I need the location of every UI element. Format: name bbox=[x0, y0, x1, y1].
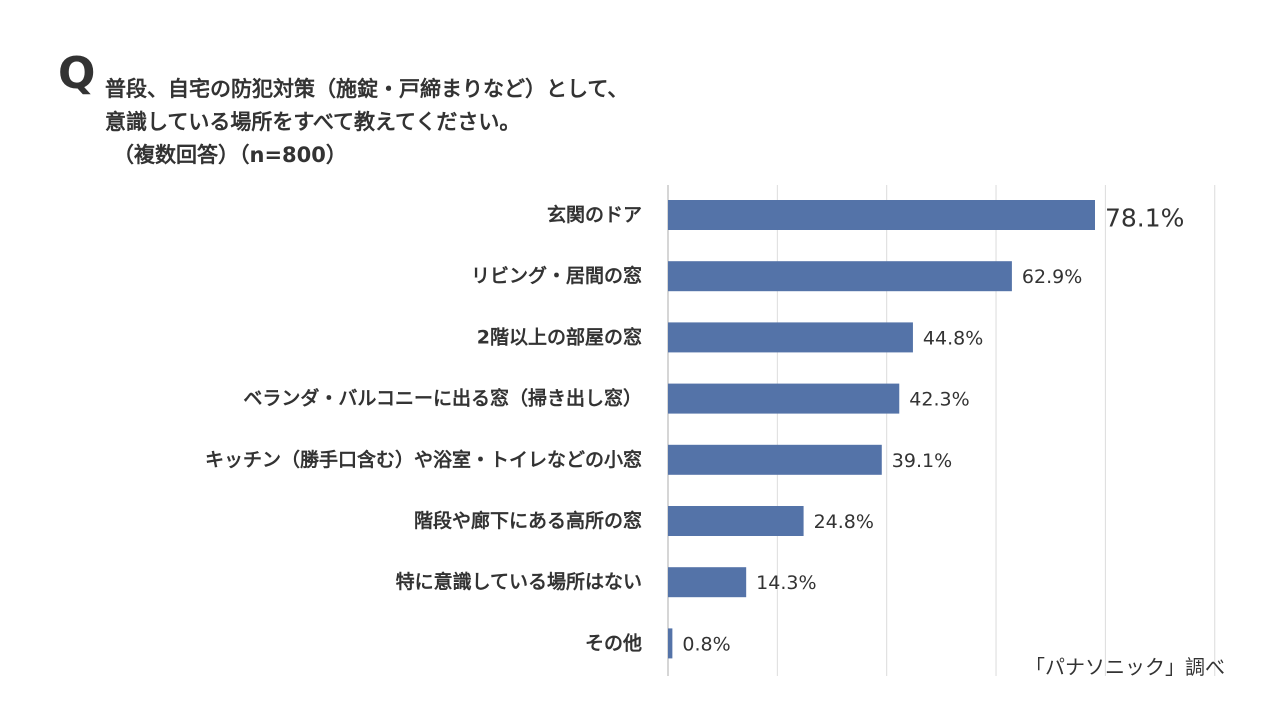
category-label: 玄関のドア bbox=[547, 203, 642, 226]
bar bbox=[668, 506, 804, 536]
bar bbox=[668, 322, 913, 353]
category-label: キッチン（勝手口含む）や浴室・トイレなどの小窓 bbox=[205, 448, 642, 471]
value-label: 24.8% bbox=[814, 511, 874, 533]
question-line-1: 普段、自宅の防犯対策（施錠・戸締まりなど）として、 bbox=[105, 77, 629, 101]
question-line-3: （複数回答）（n=800） bbox=[113, 143, 347, 167]
value-label: 62.9% bbox=[1022, 266, 1082, 288]
category-label: リビング・居間の窓 bbox=[471, 264, 642, 287]
category-label: 2階以上の部屋の窓 bbox=[477, 325, 642, 348]
bar bbox=[668, 261, 1012, 292]
category-label: 階段や廊下にある高所の窓 bbox=[414, 509, 642, 532]
label-layer: 玄関のドア 78.1% リビング・居間の窓 62.9% 2階以上の部屋の窓 44.8% ベラ… bbox=[205, 203, 1184, 655]
bar bbox=[668, 383, 900, 414]
category-label: 特に意識している場所はない bbox=[396, 570, 642, 593]
bar bbox=[668, 444, 882, 475]
value-label: 42.3% bbox=[909, 389, 969, 411]
category-label: ベランダ・バルコニーに出る窓（掃き出し窓） bbox=[243, 387, 642, 410]
grid-layer bbox=[667, 185, 1216, 676]
question-line-2: 意識している場所をすべて教えてください。 bbox=[105, 110, 521, 134]
question-mark: Q bbox=[58, 48, 96, 99]
value-label: 39.1% bbox=[892, 450, 952, 472]
bar-layer bbox=[668, 200, 1095, 659]
bar bbox=[668, 200, 1095, 230]
value-label: 0.8% bbox=[682, 633, 730, 655]
value-label: 14.3% bbox=[756, 572, 816, 594]
source-note: 「パナソニック」調べ bbox=[1025, 655, 1225, 679]
category-label: その他 bbox=[585, 631, 642, 654]
value-label: 44.8% bbox=[923, 327, 983, 349]
bar bbox=[668, 567, 747, 598]
value-label: 78.1% bbox=[1105, 204, 1184, 233]
question-text: 普段、自宅の防犯対策（施錠・戸締まりなど）として、 意識している場所をすべて教え… bbox=[105, 76, 628, 175]
bar bbox=[668, 628, 673, 659]
